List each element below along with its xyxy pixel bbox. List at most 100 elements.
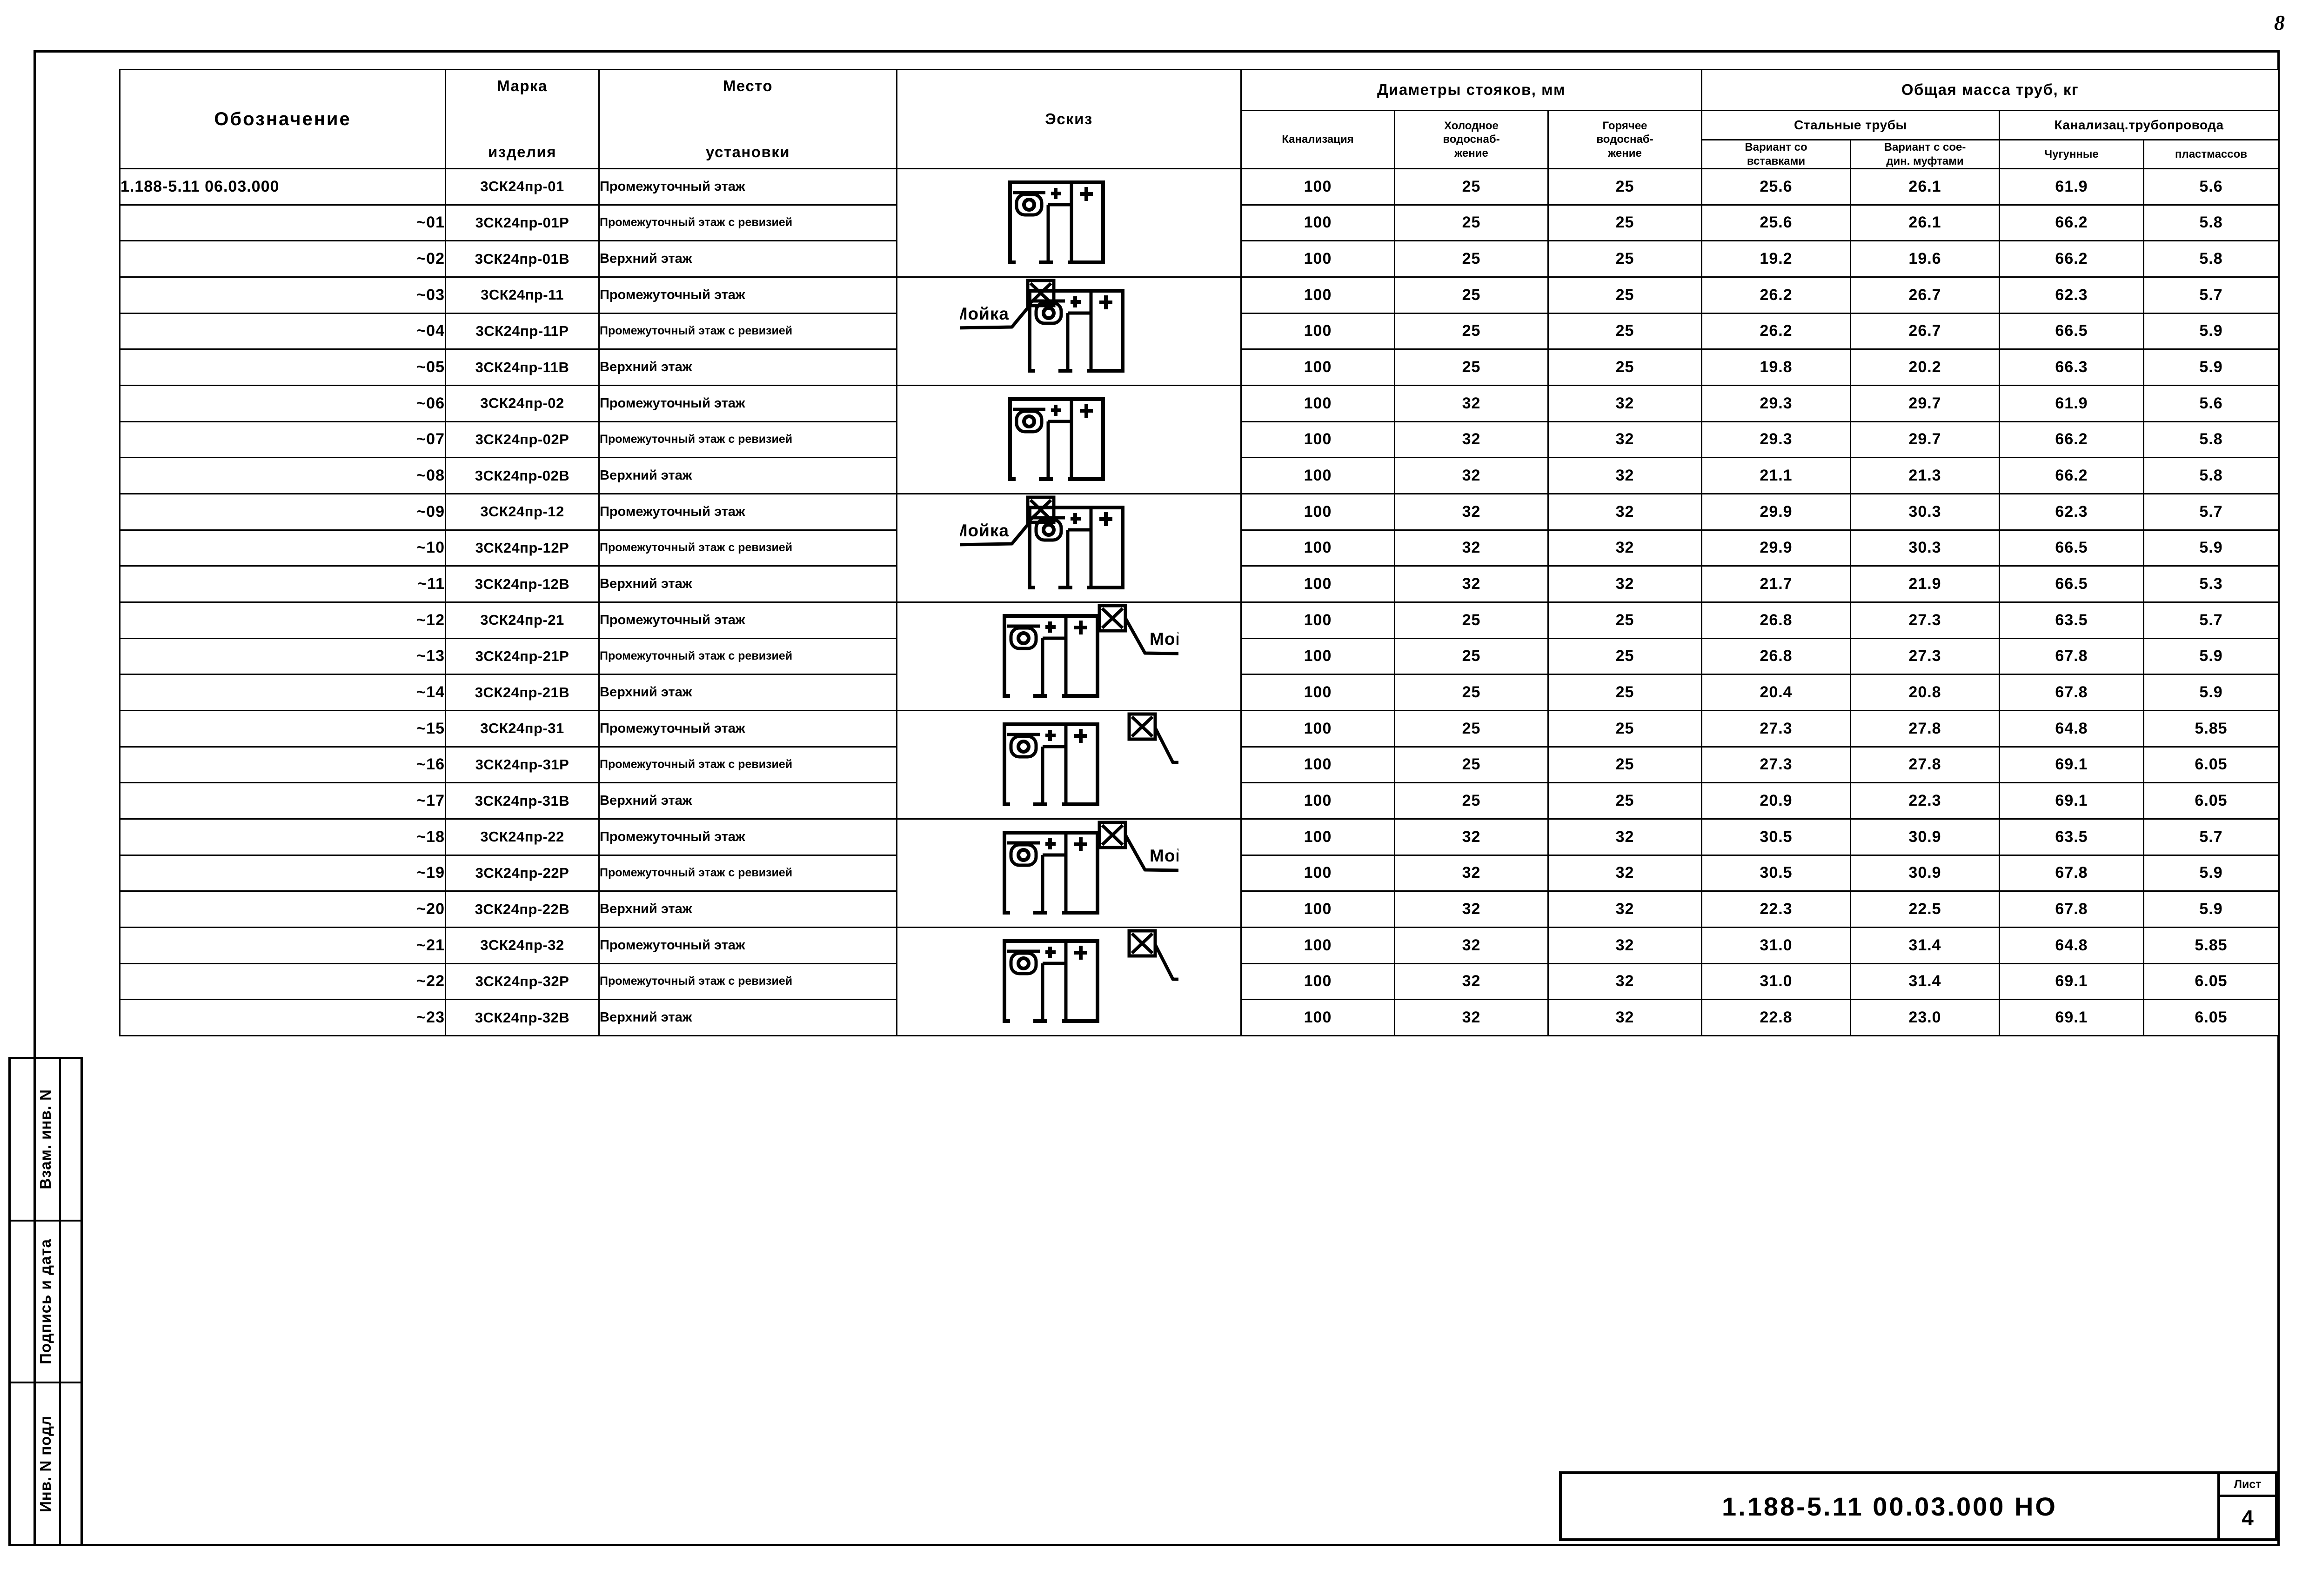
- cell-designation: ~11: [119, 565, 446, 603]
- cell-hot-water-diameter: 32: [1547, 493, 1702, 531]
- cell-cast-iron-mass: 63.5: [1999, 601, 2144, 639]
- cell-plastic-mass: 6.05: [2142, 962, 2280, 1001]
- cell-steel-mass-inserts: 19.8: [1701, 348, 1851, 386]
- table-row: ~23 3СК24пр-32В Верхний этаж 100 32 32 22.8 23.…: [119, 999, 2280, 1036]
- page-number: 8: [2274, 11, 2285, 34]
- cell-place: Промежуточный этаж: [598, 710, 897, 748]
- table-row: ~06 3СК24пр-02 Промежуточный этаж 100 32 32 2…: [119, 385, 2280, 494]
- cell-cast-iron-mass: 66.3: [1999, 348, 2144, 386]
- svg-text:Мойка: Мойка: [1150, 846, 1178, 865]
- cell-designation: ~03: [119, 276, 446, 314]
- cell-steel-mass-joints: 30.9: [1850, 818, 2000, 856]
- cell-cold-water-diameter: 32: [1394, 962, 1549, 1001]
- cell-sewer-diameter: 100: [1240, 962, 1395, 1001]
- cell-plastic-mass: 5.8: [2142, 457, 2280, 494]
- table-row: ~10 3СК24пр-12Р Промежуточный этаж с ревиз…: [119, 529, 2280, 567]
- cell-cast-iron-mass: 67.8: [1999, 854, 2144, 892]
- cell-cold-water-diameter: 32: [1394, 457, 1549, 494]
- cell-plastic-mass: 5.9: [2142, 312, 2280, 350]
- cell-steel-mass-joints: 30.3: [1850, 529, 2000, 567]
- sketch-holder: Мойка: [897, 928, 1240, 1035]
- cell-cold-water-diameter: 25: [1394, 276, 1549, 314]
- cell-steel-mass-joints: 21.9: [1850, 565, 2000, 603]
- cell-steel-mass-inserts: 31.0: [1701, 962, 1851, 1001]
- cell-cast-iron-mass: 66.2: [1999, 457, 2144, 494]
- cell-mark: 3СК24пр-02Р: [445, 421, 600, 459]
- cell-plastic-mass: 5.9: [2142, 890, 2280, 928]
- cell-sewer-diameter: 100: [1240, 385, 1395, 422]
- cell-mark: 3СК24пр-22Р: [445, 854, 600, 892]
- table-row: ~14 3СК24пр-21В Верхний этаж 100 25 25 20.4 20.…: [119, 674, 2280, 711]
- cell-place: Промежуточный этаж: [598, 818, 897, 856]
- cell-cast-iron-mass: 67.8: [1999, 674, 2144, 711]
- cell-place: Промежуточный этаж с ревизией: [598, 962, 897, 1001]
- cell-steel-mass-inserts: 26.8: [1701, 601, 1851, 639]
- cell-sewer-diameter: 100: [1240, 601, 1395, 639]
- cell-steel-mass-inserts: 22.8: [1701, 999, 1851, 1036]
- header-group-mass: Общая масса труб, кг: [1700, 69, 2280, 111]
- cell-sketch: [896, 385, 1242, 494]
- cell-steel-mass-joints: 26.1: [1850, 168, 2000, 206]
- riser-plan-sketch: [1008, 397, 1105, 481]
- cell-cold-water-diameter: 25: [1394, 746, 1549, 784]
- cell-designation: ~02: [119, 240, 446, 278]
- cell-steel-mass-inserts: 29.9: [1701, 493, 1851, 531]
- header-row-1: Обозначение Марка изделия Место установк…: [119, 69, 2280, 169]
- sketch-holder: [897, 169, 1240, 276]
- riser-plan-sketch: Мойка: [959, 279, 1124, 373]
- cell-cold-water-diameter: 25: [1394, 204, 1549, 242]
- cell-sewer-diameter: 100: [1240, 999, 1395, 1036]
- table-row: ~01 3СК24пр-01Р Промежуточный этаж с ревиз…: [119, 204, 2280, 242]
- cell-designation: ~15: [119, 710, 446, 748]
- header-group-diameters: Диаметры стояков, мм: [1240, 69, 1702, 111]
- cell-steel-mass-inserts: 30.5: [1701, 854, 1851, 892]
- title-block-code: 1.188-5.11 00.03.000 НО: [1722, 1491, 2057, 1521]
- cell-steel-mass-joints: 27.3: [1850, 637, 2000, 675]
- header-hot-water: Горячее водоснаб- жение: [1547, 110, 1702, 169]
- cell-plastic-mass: 5.6: [2142, 168, 2280, 206]
- cell-mark: 3СК24пр-11В: [445, 348, 600, 386]
- cell-sewer-diameter: 100: [1240, 890, 1395, 928]
- cell-place: Верхний этаж: [598, 240, 897, 278]
- header-place-line1: Место: [723, 77, 773, 94]
- strip-cell-vzam-inv: Взам. инв. N: [11, 1059, 80, 1222]
- header-sewer: Канализация: [1240, 110, 1395, 169]
- cell-hot-water-diameter: 32: [1547, 962, 1702, 1001]
- cell-steel-mass-joints: 27.8: [1850, 746, 2000, 784]
- cell-plastic-mass: 5.8: [2142, 240, 2280, 278]
- cell-cold-water-diameter: 32: [1394, 565, 1549, 603]
- cell-sewer-diameter: 100: [1240, 710, 1395, 748]
- cell-cast-iron-mass: 69.1: [1999, 962, 2144, 1001]
- cell-cast-iron-mass: 63.5: [1999, 818, 2144, 856]
- cell-steel-mass-joints: 20.2: [1850, 348, 2000, 386]
- sketch-holder: Мойка: [897, 494, 1240, 601]
- cell-place: Промежуточный этаж: [598, 601, 897, 639]
- cell-cast-iron-mass: 69.1: [1999, 782, 2144, 820]
- cell-steel-mass-inserts: 25.6: [1701, 168, 1851, 206]
- header-variant-joints-line1: Вариант с сое-: [1884, 141, 1966, 154]
- cell-designation: ~20: [119, 890, 446, 928]
- cell-sewer-diameter: 100: [1240, 854, 1395, 892]
- header-designation: Обозначение: [119, 69, 446, 169]
- cell-steel-mass-inserts: 21.7: [1701, 565, 1851, 603]
- sketch-holder: [897, 386, 1240, 493]
- cell-sewer-diameter: 100: [1240, 348, 1395, 386]
- cell-steel-mass-joints: 21.3: [1850, 457, 2000, 494]
- header-row-3: Вариант со вставками Вариант с сое- дин.…: [120, 139, 2280, 169]
- cell-cold-water-diameter: 25: [1394, 240, 1549, 278]
- cell-steel-mass-joints: 19.6: [1850, 240, 2000, 278]
- cell-place: Промежуточный этаж: [598, 493, 897, 531]
- cell-designation: ~07: [119, 421, 446, 459]
- table-row: ~09 3СК24пр-12 Промежуточный этаж Мойка: [119, 493, 2280, 603]
- cell-mark: 3СК24пр-32Р: [445, 962, 600, 1001]
- header-place-line2: установки: [705, 143, 790, 160]
- cell-sketch: Мойка: [896, 710, 1242, 820]
- cell-cast-iron-mass: 61.9: [1999, 168, 2144, 206]
- cell-designation: ~23: [119, 999, 446, 1036]
- cell-cold-water-diameter: 32: [1394, 493, 1549, 531]
- cell-place: Промежуточный этаж: [598, 927, 897, 964]
- cell-hot-water-diameter: 32: [1547, 529, 1702, 567]
